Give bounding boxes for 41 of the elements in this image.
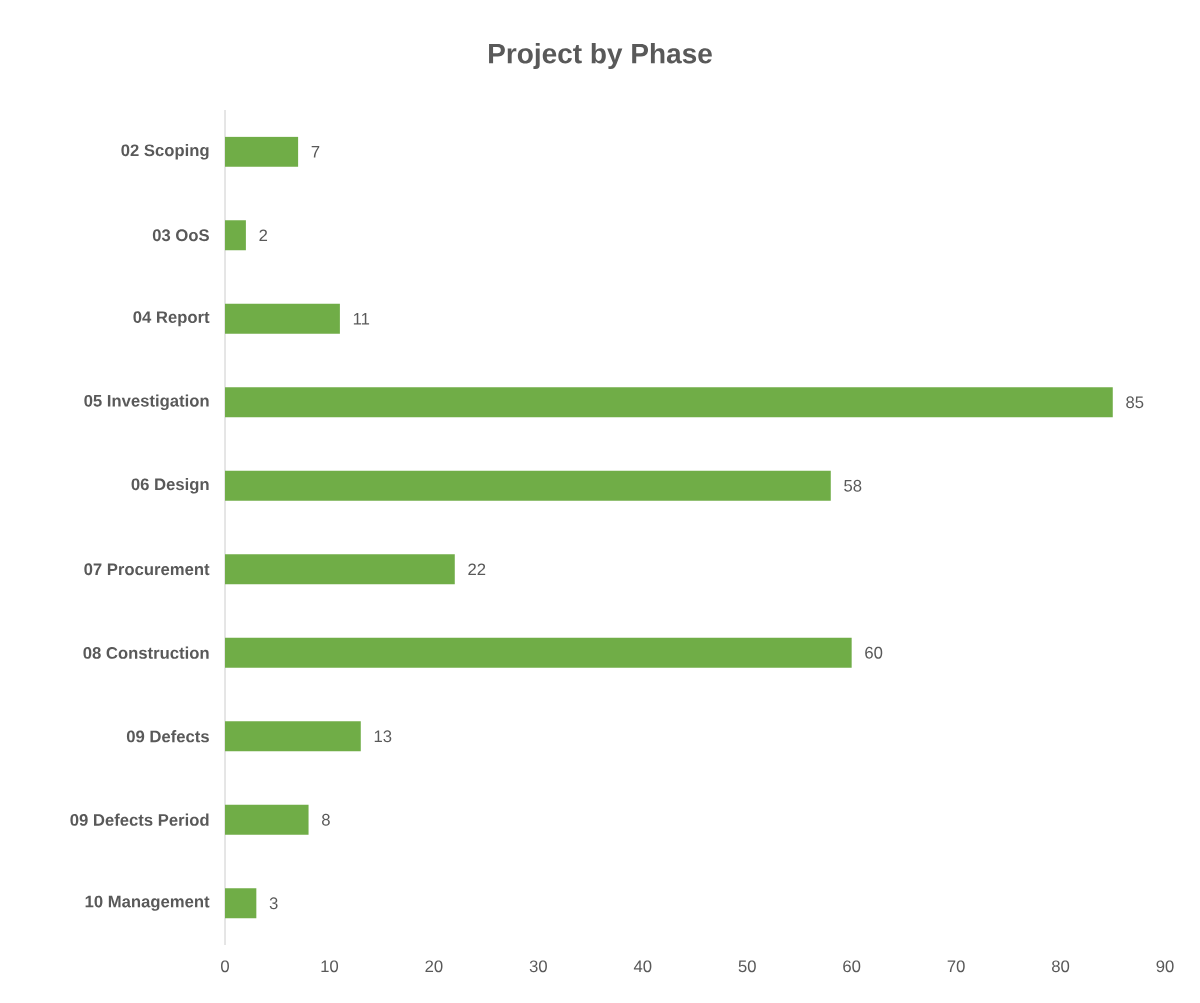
data-label: 58 bbox=[844, 479, 862, 492]
y-tick-label: 06 Design bbox=[131, 477, 209, 494]
y-tick-label: 10 Management bbox=[85, 895, 210, 911]
data-label: 85 bbox=[1126, 396, 1144, 409]
bar bbox=[225, 220, 246, 251]
bar bbox=[225, 303, 340, 334]
x-tick-label: 30 bbox=[529, 960, 547, 973]
bar bbox=[225, 387, 1113, 418]
data-label: 22 bbox=[468, 563, 486, 576]
bar bbox=[225, 554, 455, 585]
y-tick-label: 09 Defects bbox=[126, 730, 209, 743]
x-tick-label: 50 bbox=[738, 960, 756, 973]
data-label: 11 bbox=[353, 313, 370, 325]
x-tick-label: 60 bbox=[843, 960, 861, 973]
x-tick-label: 10 bbox=[321, 960, 339, 973]
chart-title: Project by Phase bbox=[489, 42, 712, 70]
y-tick-label: 09 Defects Period bbox=[70, 813, 209, 826]
x-tick-label: 0 bbox=[221, 960, 229, 973]
y-tick-label: 03 OoS bbox=[152, 229, 209, 242]
y-tick-label: 02 Scoping bbox=[121, 143, 209, 160]
data-label: 7 bbox=[311, 146, 320, 158]
bar bbox=[225, 136, 299, 167]
y-tick-label: 07 Procurement bbox=[84, 563, 210, 576]
bar bbox=[225, 804, 309, 835]
x-tick-label: 20 bbox=[425, 960, 443, 973]
y-tick-label: 08 Construction bbox=[83, 646, 209, 659]
data-label: 3 bbox=[269, 897, 278, 910]
data-label: 2 bbox=[259, 229, 268, 242]
x-tick-label: 70 bbox=[947, 960, 965, 973]
data-label: 60 bbox=[865, 646, 883, 659]
y-tick-label: 05 Investigation bbox=[84, 394, 209, 411]
bar bbox=[225, 637, 852, 668]
x-tick-label: 90 bbox=[1156, 960, 1174, 973]
y-tick-label: 04 Report bbox=[133, 311, 210, 327]
bar bbox=[225, 721, 361, 752]
data-label: 13 bbox=[374, 730, 392, 743]
bar bbox=[225, 888, 257, 919]
data-label: 8 bbox=[322, 813, 330, 826]
bar bbox=[225, 470, 831, 501]
x-tick-label: 80 bbox=[1052, 960, 1070, 973]
x-tick-label: 40 bbox=[633, 960, 652, 973]
